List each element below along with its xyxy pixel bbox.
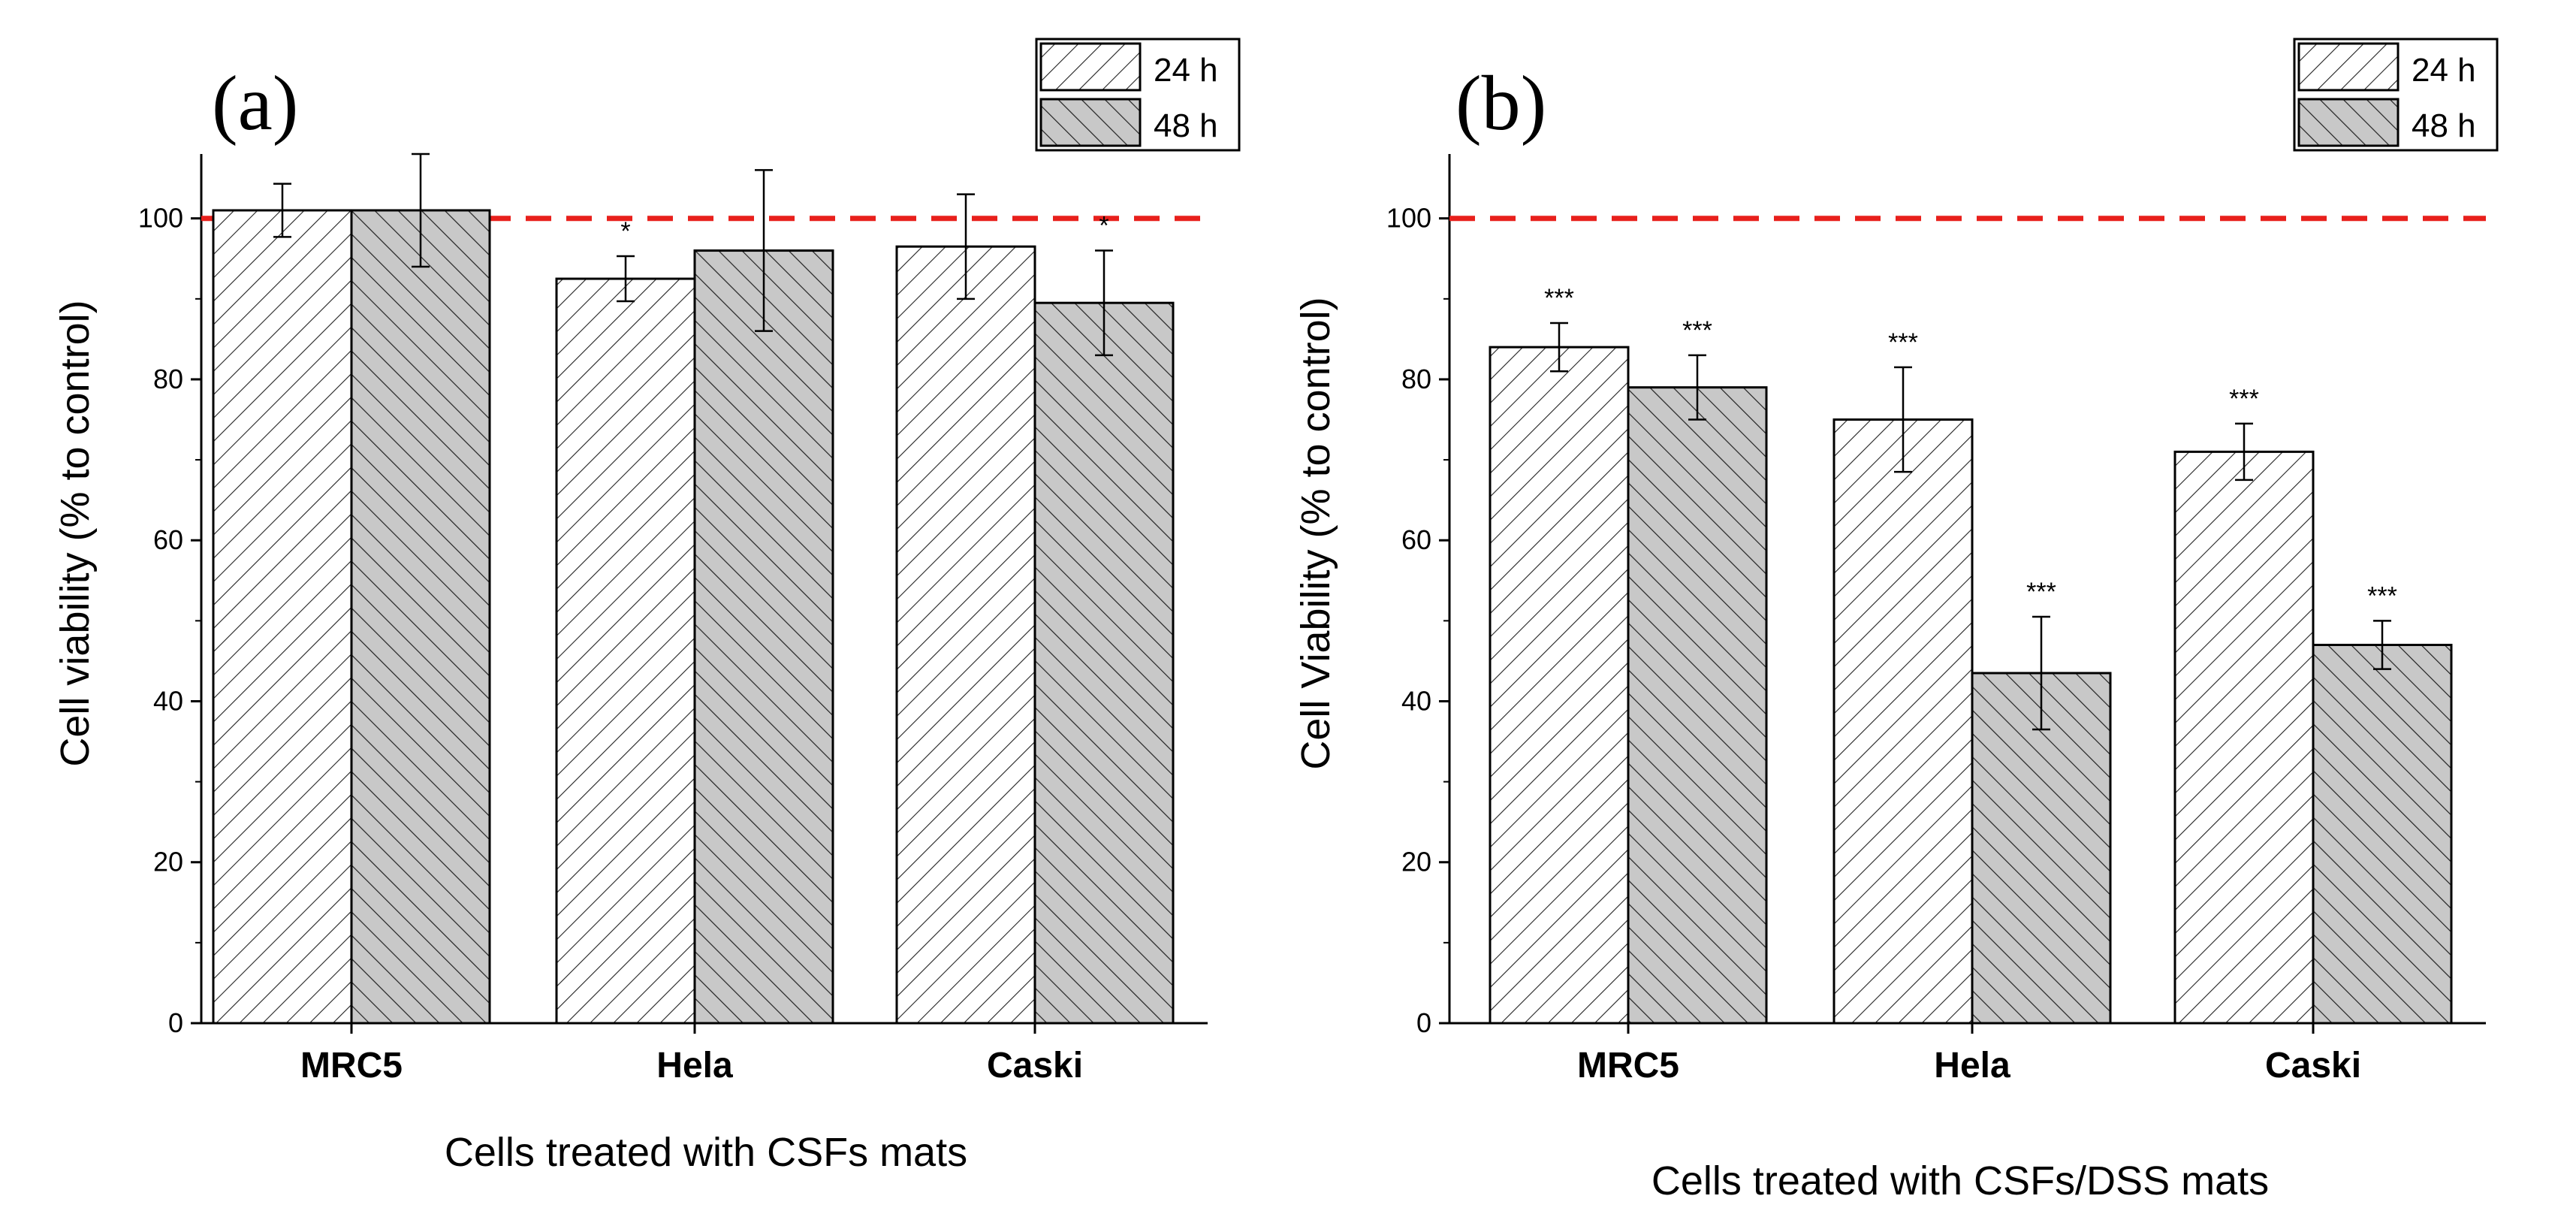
error-bars — [273, 152, 1113, 357]
y-axis-title: Cell Viability (% to control) — [1293, 297, 1338, 769]
legend-label: 24 h — [1154, 52, 1218, 89]
y-tick-label: 0 — [168, 1007, 183, 1038]
legend-label: 48 h — [2412, 107, 2476, 144]
y-tick-label: 100 — [1386, 203, 1431, 234]
y-axis-title: Cell viability (% to control) — [53, 300, 98, 766]
legend-swatch — [2297, 98, 2400, 147]
y-tick-label: 20 — [1401, 847, 1431, 877]
x-category-label: MRC5 — [1577, 1046, 1679, 1086]
significance-label: *** — [1682, 316, 1712, 345]
significance-label: *** — [2367, 581, 2397, 610]
significance-label: *** — [1544, 284, 1574, 313]
y-tick-label: 80 — [153, 364, 183, 394]
bars — [1489, 346, 2453, 1025]
bar — [1489, 346, 1630, 1025]
bar — [1627, 386, 1768, 1025]
x-axis-title: Cells treated with CSFs mats — [445, 1130, 967, 1175]
y-tick-label: 60 — [153, 524, 183, 555]
legend-label: 48 h — [1154, 107, 1218, 144]
bar — [1033, 301, 1175, 1025]
y-tick-label: 100 — [138, 203, 183, 234]
x-category-label: MRC5 — [300, 1046, 403, 1086]
legend-swatch — [2297, 42, 2400, 92]
panel-label: (a) — [212, 60, 298, 146]
bar — [1832, 418, 1974, 1025]
significance-labels: * * — [620, 212, 1109, 246]
bar — [895, 245, 1036, 1025]
y-tick-label: 0 — [1416, 1007, 1431, 1038]
error-bars — [1550, 322, 2391, 731]
bar — [693, 249, 834, 1025]
y-tick-label: 40 — [1401, 685, 1431, 716]
legend: 24 h 48 h — [1035, 38, 1241, 152]
legend-swatch — [1039, 98, 1142, 147]
x-category-label: Hela — [656, 1046, 733, 1086]
y-tick-label: 40 — [153, 685, 183, 716]
y-tick-label: 60 — [1401, 524, 1431, 555]
bar — [555, 277, 696, 1025]
x-category-label: Caski — [2265, 1046, 2361, 1086]
x-category-labels: MRC5 Hela Caski — [1577, 1046, 2361, 1086]
y-tick-labels: 0 20 40 60 80 100 — [138, 203, 183, 1038]
bar — [2312, 643, 2453, 1025]
significance-labels: *** *** *** *** *** *** — [1544, 284, 2397, 610]
legend-swatch — [1039, 42, 1142, 92]
significance-label: * — [1099, 212, 1109, 240]
significance-label: *** — [2026, 578, 2056, 606]
x-axis-title: Cells treated with CSFs/DSS mats — [1651, 1158, 2269, 1203]
bar — [1971, 672, 2112, 1025]
x-category-label: Caski — [987, 1046, 1083, 1086]
x-category-label: Hela — [1934, 1046, 2010, 1086]
bars — [212, 209, 1175, 1025]
bar — [212, 209, 353, 1025]
legend-label: 24 h — [2412, 52, 2476, 89]
bar — [350, 209, 491, 1025]
chart-panel-b: (b) *** *** *** *** *** *** 0 20 40 60 80 100 MRC5… — [1293, 38, 2499, 1203]
panel-label: (b) — [1455, 60, 1546, 146]
y-tick-label: 20 — [153, 847, 183, 877]
legend: 24 h 48 h — [2293, 38, 2499, 152]
y-tick-labels: 0 20 40 60 80 100 — [1386, 203, 1431, 1038]
significance-label: *** — [1888, 328, 1918, 357]
bar — [2173, 450, 2315, 1025]
x-category-labels: MRC5 Hela Caski — [300, 1046, 1083, 1086]
significance-label: *** — [2229, 385, 2259, 413]
significance-label: * — [620, 217, 630, 246]
y-tick-label: 80 — [1401, 364, 1431, 394]
